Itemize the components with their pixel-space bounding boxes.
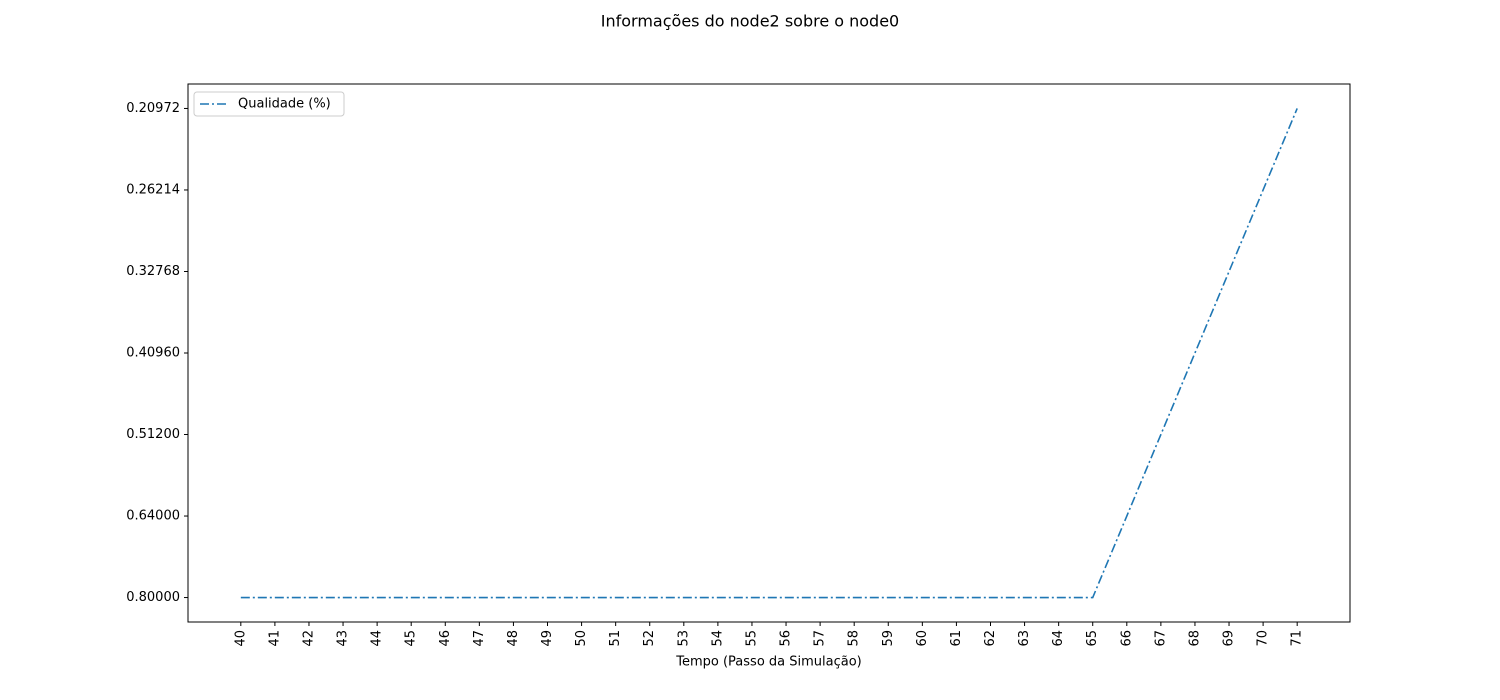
- x-tick-label: 49: [540, 630, 555, 647]
- x-tick-label: 47: [472, 630, 487, 647]
- x-tick-label: 65: [1085, 630, 1100, 647]
- x-tick-label: 52: [642, 630, 657, 647]
- x-tick-label: 45: [404, 630, 419, 647]
- x-tick-label: 61: [949, 630, 964, 647]
- x-tick-label: 44: [370, 630, 385, 647]
- x-tick-label: 46: [438, 630, 453, 647]
- x-tick-label: 41: [267, 630, 282, 647]
- x-tick-label: 57: [813, 630, 828, 647]
- x-axis-label: Tempo (Passo da Simulação): [675, 655, 862, 670]
- x-tick-label: 56: [779, 630, 794, 647]
- x-tick-label: 54: [710, 630, 725, 647]
- legend-box: [193, 91, 345, 117]
- legend-label: Qualidade (%): [238, 97, 331, 112]
- x-tick-label: 67: [1153, 630, 1168, 647]
- chart-title: Informações do node2 sobre o node0: [601, 12, 899, 31]
- x-tick-label: 64: [1051, 630, 1066, 647]
- x-tick-label: 68: [1187, 630, 1202, 647]
- y-tick-label: 0.32768: [126, 264, 180, 279]
- x-tick-label: 55: [744, 630, 759, 647]
- x-tick-label: 42: [301, 630, 316, 647]
- x-tick-label: 59: [881, 630, 896, 647]
- y-tick-label: 0.80000: [126, 590, 180, 605]
- y-tick-label: 0.51200: [126, 427, 180, 442]
- x-tick-label: 71: [1290, 630, 1305, 647]
- y-tick-label: 0.40960: [126, 346, 180, 361]
- x-tick-label: 63: [1017, 630, 1032, 647]
- x-tick-label: 70: [1256, 630, 1271, 647]
- x-tick-label: 48: [506, 630, 521, 647]
- x-tick-label: 62: [983, 630, 998, 647]
- x-tick-label: 60: [915, 630, 930, 647]
- x-tick-label: 50: [574, 630, 589, 647]
- x-tick-label: 66: [1119, 630, 1134, 647]
- x-tick-label: 69: [1222, 630, 1237, 647]
- x-tick-label: 53: [676, 630, 691, 647]
- x-tick-label: 43: [336, 630, 351, 647]
- y-tick-label: 0.64000: [126, 509, 180, 524]
- plot-area: [187, 83, 1351, 623]
- y-tick-label: 0.20972: [126, 101, 180, 116]
- x-tick-label: 58: [847, 630, 862, 647]
- x-tick-label: 40: [233, 630, 248, 647]
- line: [240, 108, 1298, 599]
- x-tick-label: 51: [608, 630, 623, 647]
- y-tick-label: 0.26214: [126, 182, 180, 197]
